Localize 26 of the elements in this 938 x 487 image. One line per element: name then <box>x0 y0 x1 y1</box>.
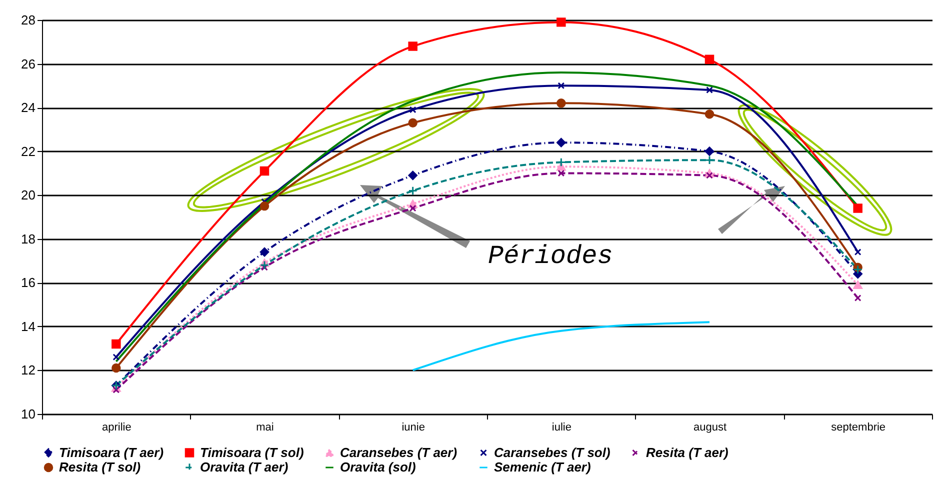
legend-label: Timisoara (T aer) <box>59 444 164 460</box>
legend-label: Resita (T sol) <box>59 460 141 474</box>
legend-label: Caransebes (T sol) <box>494 444 610 460</box>
x-tick-label: iulie <box>552 422 572 434</box>
legend-label: Resita (T aer) <box>646 444 728 460</box>
legend-label: Caransebes (T aer) <box>340 444 458 460</box>
y-tick-label: 22 <box>21 144 36 159</box>
x-tick-label: septembrie <box>831 422 886 434</box>
y-tick-label: 18 <box>21 231 36 246</box>
x-tick-label: iunie <box>402 422 425 434</box>
x-tick-label: mai <box>256 422 274 434</box>
annotation: Périodes <box>487 240 614 273</box>
legend-label: Oravita (T aer) <box>200 460 288 474</box>
x-tick-label: aprilie <box>102 422 132 434</box>
y-tick-label: 12 <box>21 362 36 378</box>
y-tick-label: 16 <box>21 275 36 290</box>
legend-label: Oravita (sol) <box>340 460 416 474</box>
y-tick-label: 26 <box>21 56 36 72</box>
x-tick-label: august <box>693 422 727 434</box>
y-tick-label: 28 <box>21 12 36 28</box>
y-tick-label: 24 <box>21 100 36 116</box>
y-tick-label: 20 <box>21 188 36 203</box>
y-tick-label: 14 <box>21 318 36 334</box>
y-tick-label: 10 <box>21 406 36 422</box>
legend-label: Timisoara (T sol) <box>200 444 304 460</box>
legend-label: Semenic (T aer) <box>494 460 591 474</box>
